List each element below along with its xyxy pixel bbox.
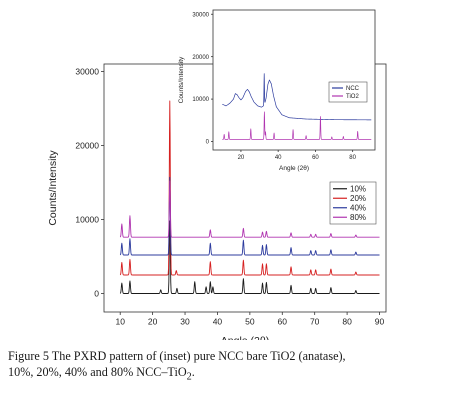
- inset-legend-label-tio2: TiO2: [346, 94, 359, 100]
- main-x-tick-label: 10: [115, 317, 125, 327]
- inset-x-tick-label: 20: [238, 155, 245, 161]
- main-x-tick-label: 50: [245, 317, 255, 327]
- main-series-line-20: [119, 100, 380, 276]
- main-y-tick-label: 0: [94, 288, 99, 298]
- inset-y-tick-label: 20000: [192, 55, 209, 61]
- main-legend-label-20: 20%: [350, 194, 366, 203]
- main-x-tick-label: 60: [278, 317, 288, 327]
- main-x-axis-label: Angle (2θ): [221, 335, 269, 340]
- main-y-tick-label: 30000: [75, 66, 99, 76]
- inset-series-line-tio2: [222, 111, 372, 140]
- inset-x-tick-label: 40: [275, 155, 282, 161]
- main-x-tick-label: 80: [342, 317, 352, 327]
- pxrd-figure: 10 20 30 40 50 60 70 80 90 0 10000 20000 30000 Angle …: [47, 9, 387, 340]
- main-y-axis-label: Counts/Intensity: [47, 150, 59, 226]
- main-x-tick-label: 90: [375, 317, 385, 327]
- inset-y-tick-label: 10000: [192, 97, 209, 103]
- inset-y-tick-label: 30000: [192, 12, 209, 18]
- main-legend-label-80: 80%: [350, 213, 366, 222]
- inset-x-tick-label: 60: [312, 155, 319, 161]
- caption-line-2: 10%, 20%, 40% and 80% NCC–TiO: [8, 365, 187, 379]
- main-series-line-40: [119, 176, 380, 256]
- inset-legend-label-ncc: NCC: [346, 86, 360, 92]
- inset-plot-frame: [212, 9, 376, 151]
- inset-y-tick-label: 0: [206, 140, 210, 146]
- caption-subscript: 2: [186, 371, 192, 383]
- main-x-tick-label: 30: [180, 317, 190, 327]
- main-legend-label-40: 40%: [350, 204, 366, 213]
- figure-caption: Figure 5 The PXRD pattern of (inset) pur…: [8, 348, 448, 385]
- main-series-line-80: [119, 180, 380, 238]
- inset-plot: 20 40 60 80 0 10000 20000 30000 Angle (2θ) Counts…: [178, 9, 376, 172]
- main-y-tick-label: 20000: [75, 140, 99, 150]
- inset-y-axis-label: Counts/Intensity: [178, 56, 185, 103]
- caption-line-2-end: .: [191, 365, 195, 379]
- main-y-tick-label: 10000: [75, 214, 99, 224]
- main-x-tick-label: 20: [148, 317, 158, 327]
- inset-legend-box: [328, 81, 368, 103]
- main-x-tick-label: 40: [213, 317, 223, 327]
- caption-line-1: Figure 5 The PXRD pattern of (inset) pur…: [8, 349, 346, 363]
- inset-series-line-ncc: [222, 73, 372, 121]
- inset-x-axis-label: Angle (2θ): [279, 165, 309, 172]
- inset-x-tick-label: 80: [349, 155, 356, 161]
- main-series-line-10: [119, 220, 380, 294]
- main-x-tick-label: 70: [310, 317, 320, 327]
- main-legend-label-10: 10%: [350, 185, 366, 194]
